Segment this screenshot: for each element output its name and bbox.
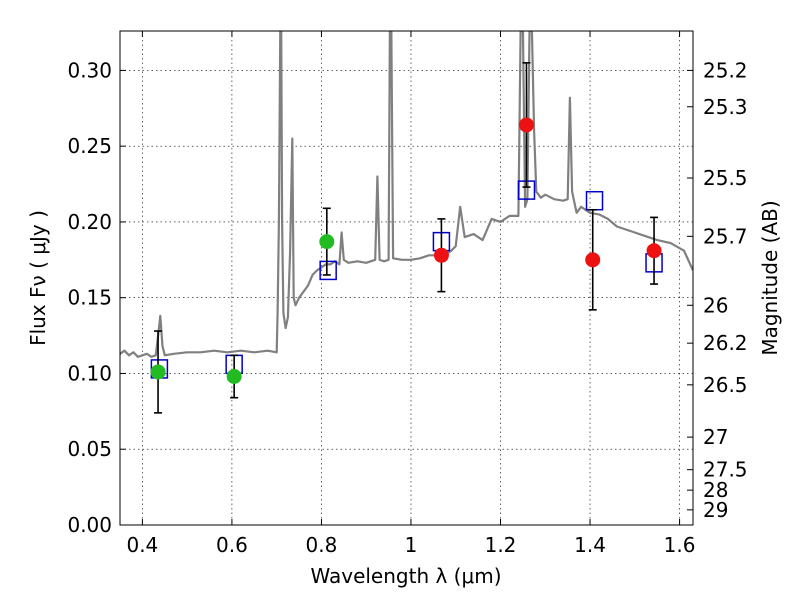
x-tick-label: 0.6 <box>216 533 248 557</box>
y-tick-label: 0.10 <box>67 361 112 385</box>
x-tick-label: 1.2 <box>485 533 517 557</box>
y2-axis-label: Magnitude (AB) <box>758 200 782 355</box>
observed-point <box>646 243 662 259</box>
y-tick-label: 0.20 <box>67 210 112 234</box>
x-tick-label: 0.8 <box>306 533 338 557</box>
observed-point <box>585 252 601 268</box>
y-tick-label: 0.30 <box>67 58 112 82</box>
x-axis-label: Wavelength λ (μm) <box>310 564 501 588</box>
mag-tick-label: 26.2 <box>703 331 748 355</box>
y-axis-label: Flux Fν ( μJy ) <box>26 210 50 346</box>
x-tick-label: 0.4 <box>126 533 158 557</box>
mag-tick-label: 28 <box>703 478 728 502</box>
x-tick-label: 1.6 <box>664 533 696 557</box>
mag-tick-label: 29 <box>703 498 728 522</box>
y-tick-label: 0.00 <box>67 513 112 537</box>
axis-ticks: 0.4 0.6 0.8 1 1.2 1.4 1.6 0.00 0.05 0.10 0.15 0.20 0… <box>67 31 748 557</box>
y-tick-label: 0.15 <box>67 286 112 310</box>
model-flux-square <box>585 190 604 211</box>
mag-tick-label: 27.5 <box>703 458 748 482</box>
observed-point <box>518 117 534 133</box>
model-flux-square <box>319 260 337 281</box>
observed-point <box>433 247 449 263</box>
plot-area <box>120 31 693 414</box>
mag-tick-label: 26.5 <box>703 373 748 397</box>
x-tick-label: 1.4 <box>574 533 606 557</box>
mag-tick-label: 25.5 <box>703 166 748 190</box>
y-tick-label: 0.05 <box>67 437 112 461</box>
mag-tick-label: 25.7 <box>703 224 748 248</box>
model-spectrum-line <box>120 31 693 358</box>
observed-point <box>319 234 335 250</box>
x-tick-label: 1 <box>405 533 418 557</box>
y-tick-label: 0.25 <box>67 134 112 158</box>
mag-tick-label: 26 <box>703 293 728 317</box>
mag-tick-label: 27 <box>703 425 728 449</box>
mag-tick-label: 25.3 <box>703 95 748 119</box>
observed-point <box>150 364 166 380</box>
mag-tick-label: 25.2 <box>703 58 748 82</box>
grid-lines <box>120 31 693 526</box>
plot-frame <box>119 30 694 526</box>
observed-point <box>226 368 242 384</box>
